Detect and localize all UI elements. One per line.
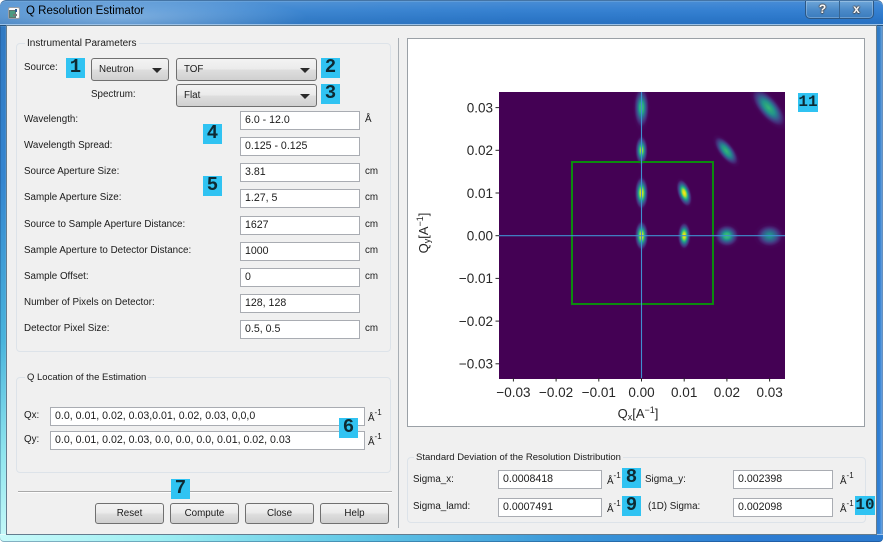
svg-text:0.02: 0.02 xyxy=(714,385,740,400)
svg-text:−0.03: −0.03 xyxy=(459,357,493,372)
svg-text:Qx[A−1]: Qx[A−1] xyxy=(618,405,659,422)
svg-text:0.00: 0.00 xyxy=(628,385,654,400)
svg-text:0.03: 0.03 xyxy=(756,385,782,400)
svg-text:0.00: 0.00 xyxy=(467,229,493,244)
svg-text:0.01: 0.01 xyxy=(671,385,697,400)
svg-text:−0.02: −0.02 xyxy=(539,385,573,400)
svg-text:−0.01: −0.01 xyxy=(459,271,493,286)
svg-text:0.02: 0.02 xyxy=(467,143,493,158)
svg-text:−0.03: −0.03 xyxy=(496,385,530,400)
svg-text:0.01: 0.01 xyxy=(467,186,493,201)
svg-text:0.03: 0.03 xyxy=(467,100,493,115)
svg-text:−0.01: −0.01 xyxy=(582,385,616,400)
svg-text:Qy[A−1]: Qy[A−1] xyxy=(415,213,432,254)
svg-text:−0.02: −0.02 xyxy=(459,314,493,329)
